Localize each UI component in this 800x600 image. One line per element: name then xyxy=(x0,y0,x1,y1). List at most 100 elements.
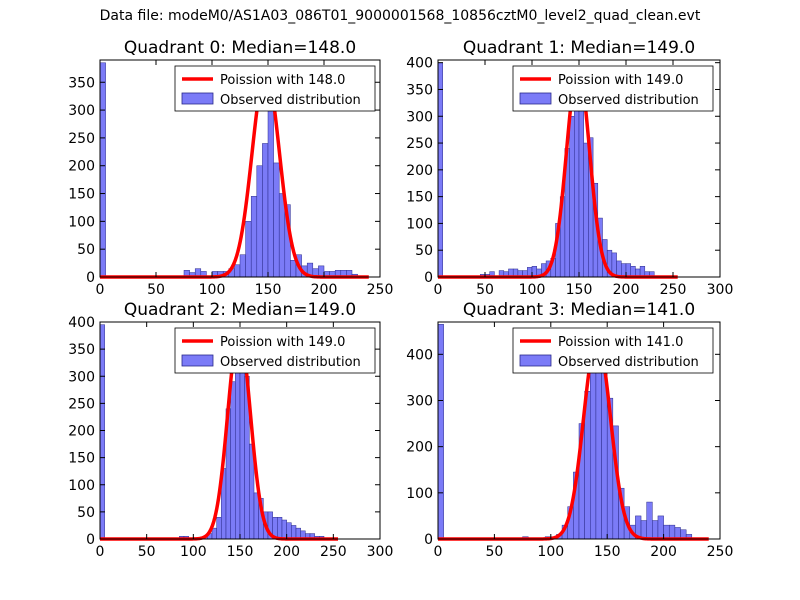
x-tick-label: 300 xyxy=(707,282,734,298)
histogram-bar xyxy=(273,162,280,278)
y-tick-label: 100 xyxy=(406,216,433,232)
legend-hist-swatch xyxy=(519,92,552,105)
subplot-quadrant-3: 0 50 100 150 200 250 0 100 200 300 400 Quadrant 3: … xyxy=(406,300,733,560)
x-tick-label: 200 xyxy=(650,544,677,560)
histogram-bar xyxy=(569,116,575,278)
histogram-bar xyxy=(267,109,274,278)
x-tick-label: 150 xyxy=(566,282,593,298)
subplot-title: Quadrant 2: Median=149.0 xyxy=(124,300,356,320)
y-tick-label: 400 xyxy=(68,315,95,331)
x-tick-label: 250 xyxy=(320,544,347,560)
histogram-bar xyxy=(621,263,627,278)
legend-fit-label: Poission with 149.0 xyxy=(220,335,345,350)
histogram-bar xyxy=(616,260,622,278)
axes-frame xyxy=(99,59,381,278)
subplot-quadrant-0: 0 50 100 150 200 250 0 50 100 150 200 250 300 350 Quad… xyxy=(68,38,393,298)
y-tick-label: 250 xyxy=(68,131,95,147)
histogram-bar xyxy=(625,263,631,278)
legend-hist-label: Observed distribution xyxy=(558,355,699,370)
histogram-bar xyxy=(290,260,297,278)
y-tick-label: 0 xyxy=(86,270,95,286)
x-tick-label: 50 xyxy=(138,544,156,560)
legend-fit-label: Poission with 141.0 xyxy=(558,335,683,350)
legend-hist-swatch xyxy=(519,354,552,367)
y-tick-label: 0 xyxy=(424,532,433,548)
histogram-bar xyxy=(281,519,287,540)
y-tick-label: 100 xyxy=(68,478,95,494)
histogram-bar xyxy=(640,520,647,540)
y-tick-label: 350 xyxy=(68,75,95,91)
y-tick-label: 200 xyxy=(406,163,433,179)
legend-hist-label: Observed distribution xyxy=(220,355,361,370)
y-tick-label: 50 xyxy=(415,243,433,259)
x-tick-label: 0 xyxy=(96,282,105,298)
histogram-bar xyxy=(234,264,241,278)
x-tick-label: 150 xyxy=(227,544,254,560)
y-tick-label: 300 xyxy=(406,393,433,409)
x-tick-label: 100 xyxy=(199,282,226,298)
histogram-bar xyxy=(230,381,236,540)
subplot-quadrant-1: 0 50 100 150 200 250 300 0 50 100 150 200 250 300 350 4… xyxy=(406,38,733,298)
legend-hist-label: Observed distribution xyxy=(220,93,361,108)
histogram-bar xyxy=(578,110,584,278)
histogram-bar xyxy=(590,358,597,540)
x-tick-label: 100 xyxy=(519,282,546,298)
subplot-title: Quadrant 1: Median=149.0 xyxy=(463,38,695,58)
x-tick-label: 200 xyxy=(613,282,640,298)
x-tick-label: 100 xyxy=(537,544,564,560)
subplot-quadrant-2: 0 50 100 150 200 250 300 0 50 100 150 200 250 300 350 4… xyxy=(68,300,393,560)
histogram-bar xyxy=(291,525,297,540)
histogram-bar xyxy=(99,324,105,540)
x-tick-label: 50 xyxy=(485,544,503,560)
histogram-bar xyxy=(99,62,106,278)
figure-title: Data file: modeM0/AS1A03_086T01_90000015… xyxy=(99,8,701,24)
x-tick-label: 50 xyxy=(147,282,165,298)
histogram-bar xyxy=(668,524,676,540)
subplot-title: Quadrant 3: Median=141.0 xyxy=(463,300,695,320)
subplot-title: Quadrant 0: Median=148.0 xyxy=(124,38,356,58)
y-tick-label: 0 xyxy=(424,270,433,286)
x-tick-label: 0 xyxy=(434,544,443,560)
y-tick-label: 350 xyxy=(68,342,95,358)
y-tick-label: 150 xyxy=(68,451,95,467)
y-tick-label: 200 xyxy=(406,440,433,456)
x-tick-label: 0 xyxy=(434,282,443,298)
histogram-bar xyxy=(250,196,258,278)
histogram-bar xyxy=(216,517,222,540)
histogram-bar xyxy=(583,142,589,278)
axes-frame xyxy=(437,321,721,540)
y-tick-label: 350 xyxy=(406,82,433,98)
x-tick-label: 150 xyxy=(594,544,621,560)
legend-fit-label: Poission with 148.0 xyxy=(220,73,345,88)
y-tick-label: 50 xyxy=(77,505,95,521)
y-tick-label: 250 xyxy=(406,136,433,152)
histogram-bar xyxy=(646,501,653,540)
histogram-bar xyxy=(256,165,263,278)
histogram-bar xyxy=(437,324,444,540)
y-tick-label: 250 xyxy=(68,396,95,412)
y-tick-label: 50 xyxy=(77,242,95,258)
legend-hist-swatch xyxy=(181,92,214,105)
y-tick-label: 200 xyxy=(68,159,95,175)
y-tick-label: 100 xyxy=(68,214,95,230)
histogram-bar xyxy=(652,520,659,540)
histogram-bar xyxy=(657,515,664,540)
legend-hist-swatch xyxy=(181,354,214,367)
histogram-bar xyxy=(239,348,245,540)
y-tick-label: 150 xyxy=(406,190,433,206)
y-tick-label: 150 xyxy=(68,187,95,203)
y-tick-label: 300 xyxy=(406,109,433,125)
x-tick-label: 0 xyxy=(96,544,105,560)
y-tick-label: 300 xyxy=(68,369,95,385)
histogram-bar xyxy=(211,527,217,540)
y-tick-label: 100 xyxy=(406,486,433,502)
histogram-bar xyxy=(253,492,259,540)
x-tick-label: 250 xyxy=(707,544,734,560)
histogram-bar xyxy=(601,372,608,540)
y-tick-label: 400 xyxy=(406,56,433,72)
histogram-bar xyxy=(286,522,292,540)
histogram-bar xyxy=(663,524,670,540)
x-tick-label: 200 xyxy=(273,544,300,560)
y-tick-label: 0 xyxy=(86,532,95,548)
